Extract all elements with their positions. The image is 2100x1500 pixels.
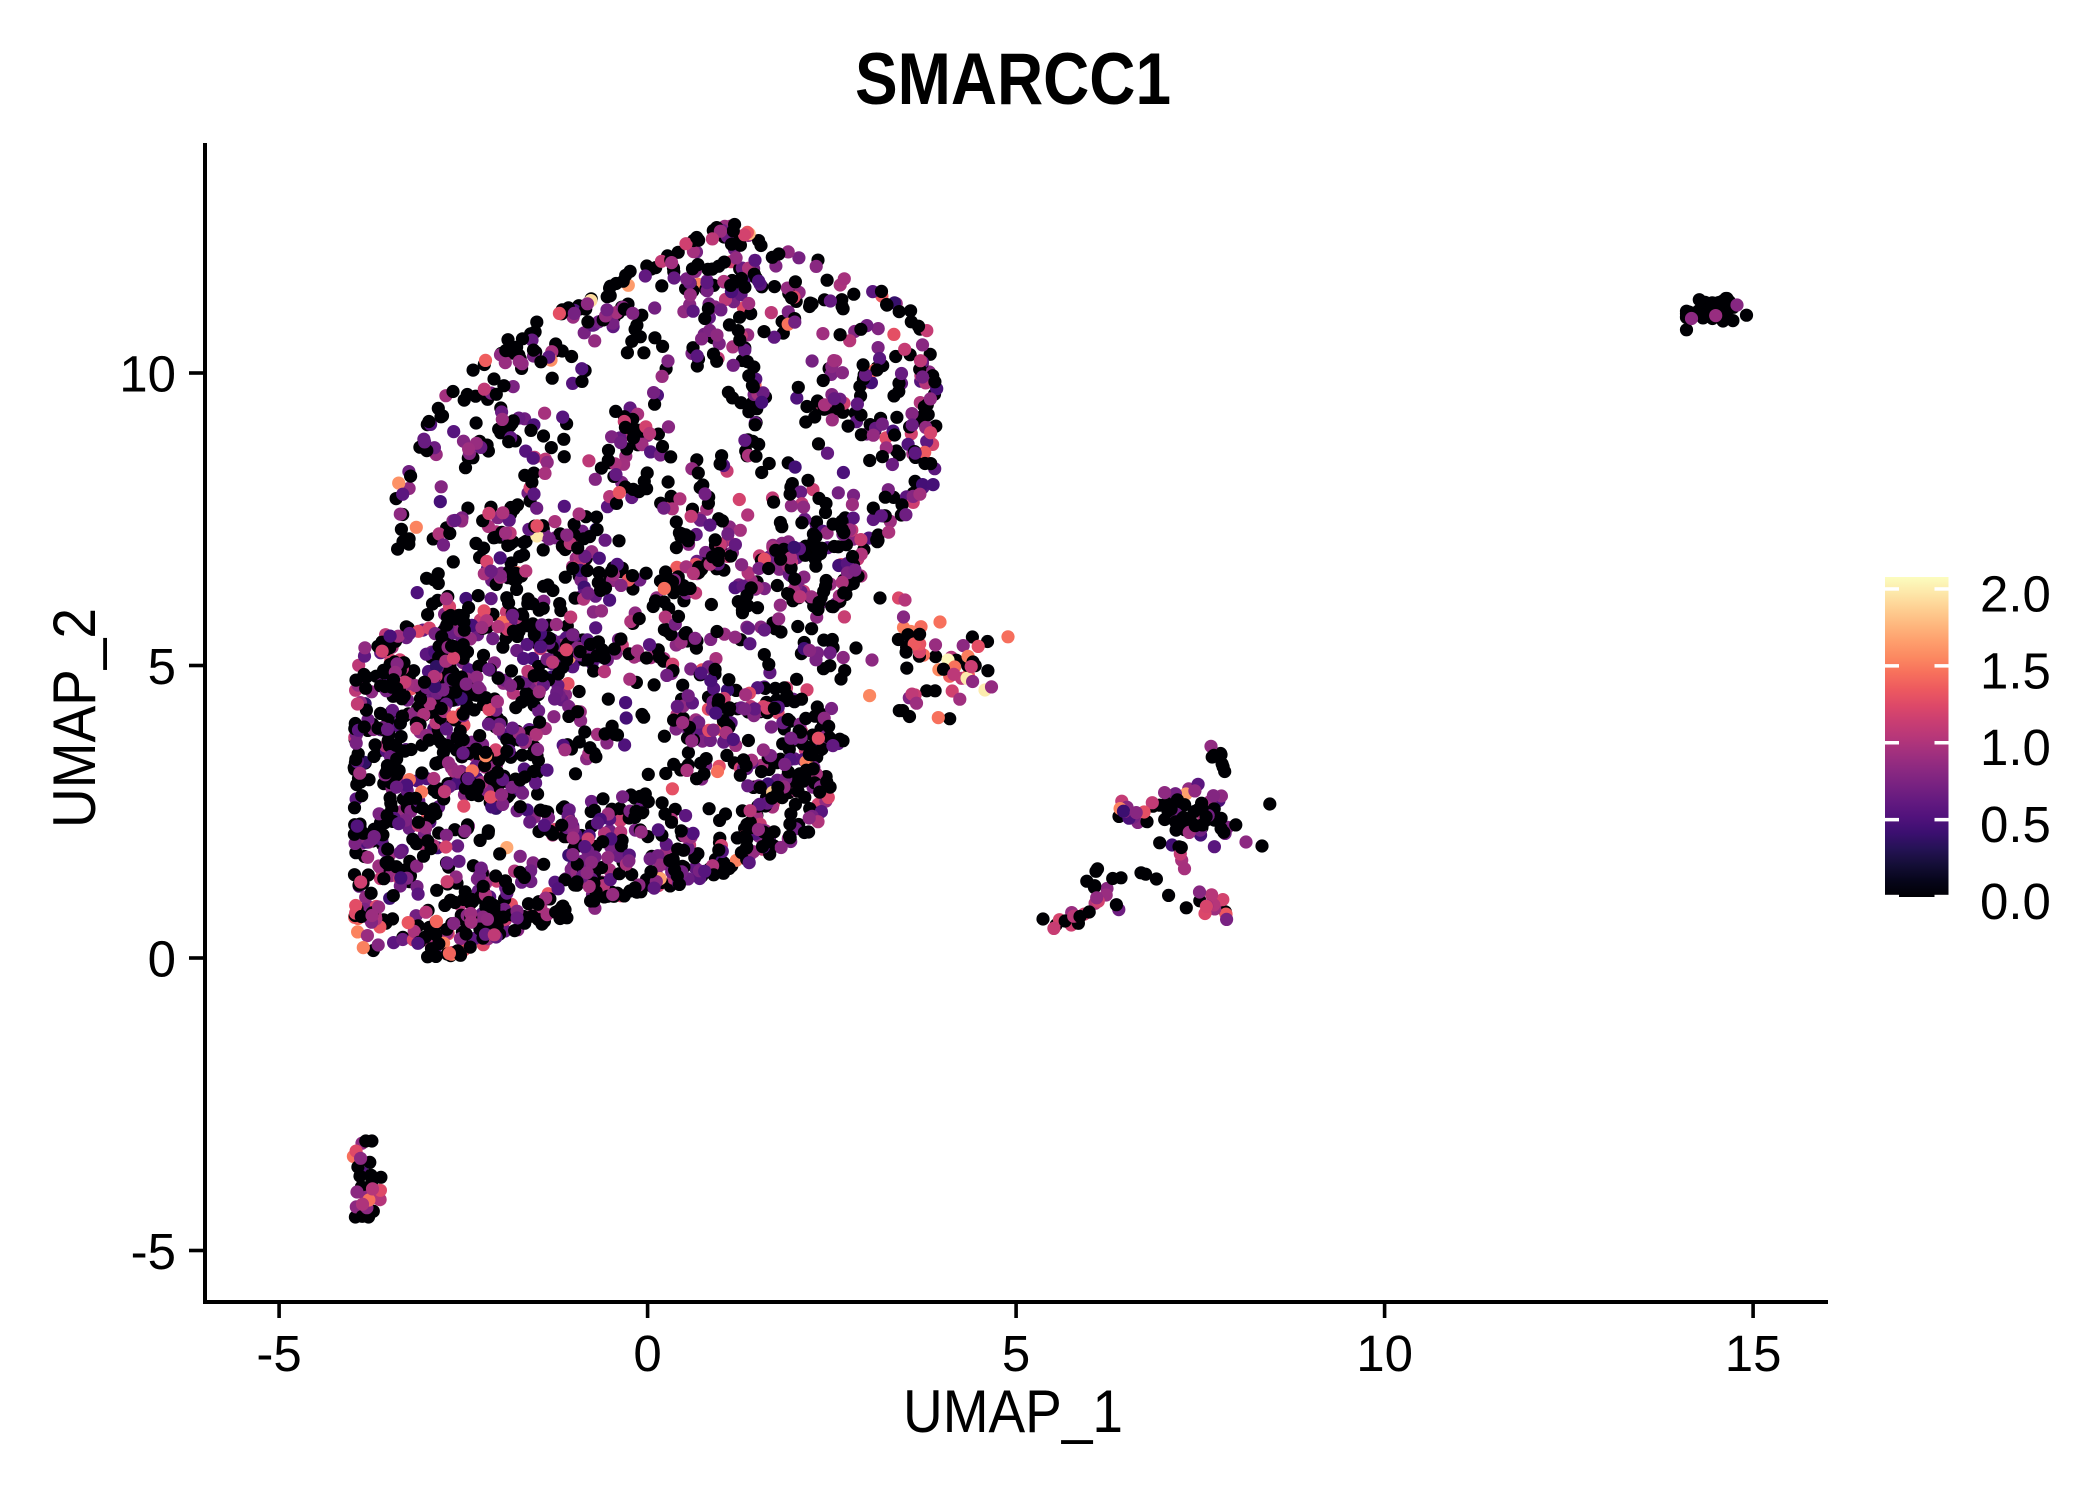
svg-text:10: 10 [1356, 1325, 1413, 1382]
svg-text:UMAP_2: UMAP_2 [41, 608, 108, 828]
svg-text:SMARCC1: SMARCC1 [855, 39, 1171, 120]
svg-text:10: 10 [119, 346, 176, 403]
svg-text:1.0: 1.0 [1980, 719, 2051, 776]
svg-text:15: 15 [1725, 1325, 1782, 1382]
svg-text:0: 0 [633, 1325, 661, 1382]
svg-text:1.5: 1.5 [1980, 642, 2051, 699]
svg-text:-5: -5 [256, 1325, 301, 1382]
svg-text:5: 5 [1002, 1325, 1030, 1382]
svg-text:5: 5 [148, 638, 176, 695]
svg-text:0: 0 [148, 931, 176, 988]
svg-text:0.5: 0.5 [1980, 796, 2051, 853]
svg-text:UMAP_1: UMAP_1 [903, 1378, 1123, 1445]
svg-text:0.0: 0.0 [1980, 873, 2051, 930]
svg-text:-5: -5 [131, 1223, 176, 1280]
svg-text:2.0: 2.0 [1980, 566, 2051, 623]
